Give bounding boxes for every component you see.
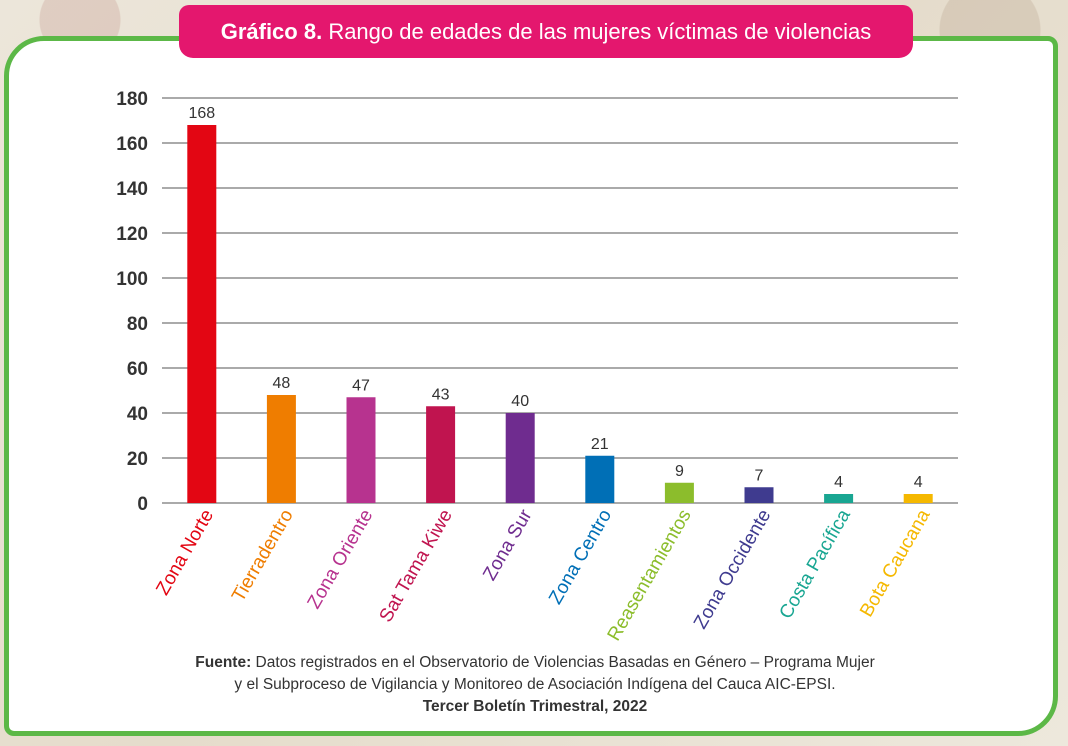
bar — [664, 482, 694, 503]
x-tick-label: Reasentamientos — [604, 506, 696, 645]
y-tick-label: 100 — [116, 269, 148, 290]
y-tick-label: 0 — [137, 494, 148, 515]
y-tick-label: 80 — [127, 314, 148, 335]
y-axis-ticks: 0 20 40 60 80 100 120 140 160 180 — [116, 89, 148, 515]
bar — [266, 395, 296, 503]
x-tick-label: Bota Caucana — [856, 506, 935, 621]
x-tick-label: Zona Centro — [545, 506, 616, 608]
y-tick-label: 180 — [116, 89, 148, 110]
bar — [426, 406, 456, 503]
bar — [346, 397, 376, 503]
data-label: 43 — [432, 386, 450, 403]
chart-title-text: Rango de edades de las mujeres víctimas … — [328, 19, 872, 44]
bar — [744, 487, 774, 503]
source-line-3: Tercer Boletín Trimestral, 2022 — [422, 698, 648, 715]
source-line-2: y el Subproceso de Vigilancia y Monitore… — [234, 676, 836, 693]
x-tick-label: Zona Norte — [152, 506, 218, 599]
source-label: Fuente: — [195, 654, 252, 671]
data-label: 21 — [591, 436, 609, 453]
data-label: 48 — [273, 375, 291, 392]
data-label: 9 — [675, 463, 684, 480]
x-tick-label: Sat Tama Kiwe — [376, 506, 457, 626]
x-tick-label: Tierradentro — [228, 506, 298, 606]
source-note: Fuente: Datos registrados en el Observat… — [130, 652, 940, 718]
bar — [585, 455, 615, 503]
y-tick-label: 140 — [116, 179, 148, 200]
bar — [824, 494, 854, 503]
y-tick-label: 120 — [116, 224, 148, 245]
data-label: 4 — [914, 474, 923, 491]
chart-title-number: Gráfico 8. — [220, 19, 323, 44]
data-labels: 168 48 47 43 40 21 9 7 4 4 — [188, 105, 922, 491]
bars — [187, 125, 933, 503]
y-tick-label: 40 — [127, 404, 148, 425]
chart-frame — [4, 36, 1058, 736]
bar — [187, 125, 217, 503]
x-tick-label: Zona Occidente — [690, 506, 775, 633]
x-tick-label: Zona Oriente — [304, 506, 378, 613]
x-tick-label: Costa Pacífica — [775, 506, 855, 623]
data-label: 7 — [755, 467, 764, 484]
data-label: 40 — [511, 393, 529, 410]
data-label: 47 — [352, 377, 370, 394]
y-tick-label: 60 — [127, 359, 148, 380]
y-tick-label: 160 — [116, 134, 148, 155]
source-line-1: Fuente: Datos registrados en el Observat… — [130, 652, 940, 674]
x-tick-label: Zona Sur — [479, 505, 537, 584]
bar — [505, 413, 535, 503]
data-label: 4 — [834, 474, 843, 491]
chart-title-banner: Gráfico 8. Rango de edades de las mujere… — [179, 5, 913, 58]
source-text-1: Datos registrados en el Observatorio de … — [255, 654, 875, 671]
data-label: 168 — [188, 105, 215, 122]
y-tick-label: 20 — [127, 449, 148, 470]
bar — [903, 494, 933, 503]
